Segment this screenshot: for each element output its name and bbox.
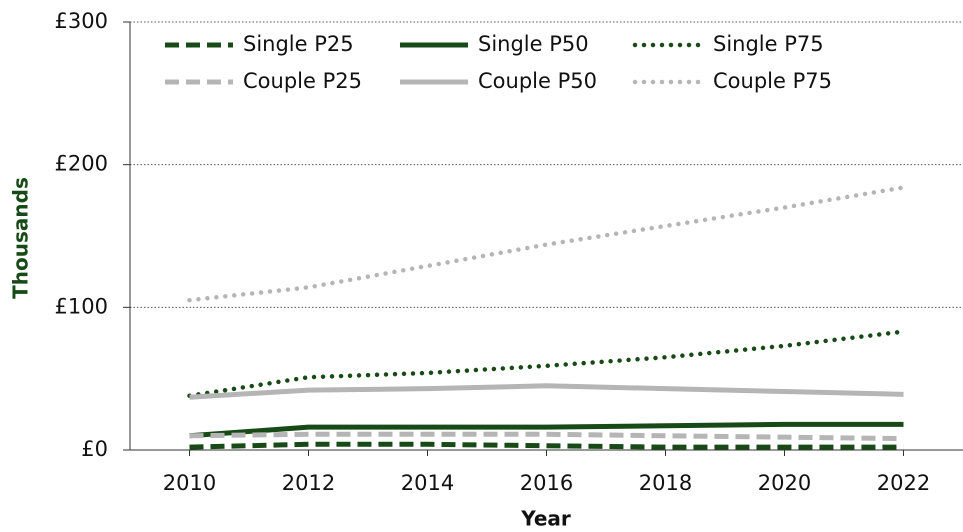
x-axis-title: Year [520, 507, 571, 531]
y-tick-label: £300 [55, 9, 108, 33]
x-tick-label: 2012 [282, 471, 335, 495]
series-line [187, 329, 906, 399]
series-line [189, 431, 904, 442]
y-tick-label: £0 [81, 437, 108, 461]
x-tick-label: 2014 [401, 471, 454, 495]
x-tick-label: 2010 [163, 471, 216, 495]
y-axis-title: Thousands [9, 177, 33, 299]
x-tick-label: 2020 [758, 471, 811, 495]
series-line [189, 421, 904, 439]
legend-label: Single P25 [243, 32, 354, 56]
x-tick-label: 2016 [520, 471, 573, 495]
series-line [189, 383, 904, 400]
series-line [189, 441, 904, 450]
legend-label: Single P75 [713, 32, 824, 56]
legend-label: Single P50 [478, 32, 589, 56]
y-tick-label: £200 [55, 152, 108, 176]
series-line [187, 185, 906, 303]
x-tick-label: 2022 [877, 471, 930, 495]
legend-label: Couple P50 [478, 69, 597, 93]
legend-label: Couple P25 [243, 69, 362, 93]
y-tick-label: £100 [55, 294, 108, 318]
legend-label: Couple P75 [713, 69, 832, 93]
x-tick-label: 2018 [639, 471, 692, 495]
